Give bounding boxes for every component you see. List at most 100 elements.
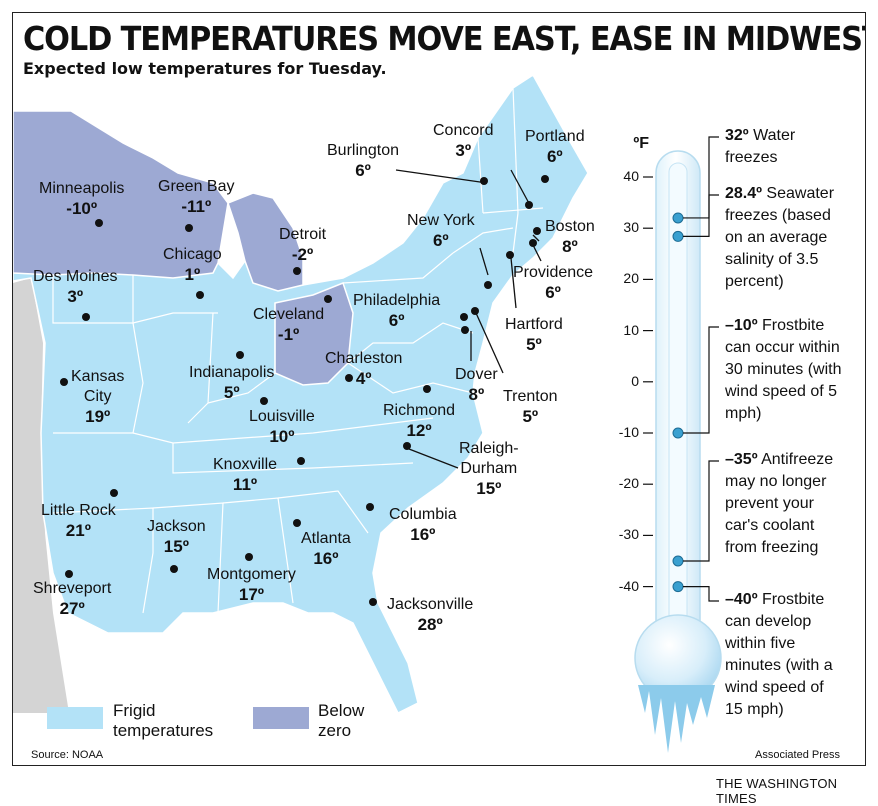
- annotation-leader: [683, 136, 719, 219]
- city-temperature: 4º: [355, 369, 372, 388]
- city-temperature: -2º: [291, 245, 314, 264]
- city-name: Concord: [433, 122, 494, 139]
- annotation-text: can develop: [725, 613, 812, 630]
- city-name: Portland: [525, 128, 585, 145]
- newspaper-credit: THE WASHINGTON TIMES: [716, 776, 838, 806]
- thermometer-annotation: 32º Water freezes: [725, 125, 865, 169]
- city-label-louisville: Louisville 10º: [249, 407, 315, 447]
- annotation-value: –40º: [725, 591, 758, 608]
- city-dot-burlington: [480, 177, 488, 185]
- annotation-text: car's coolant: [725, 517, 815, 534]
- city-temperature: 5º: [223, 383, 240, 402]
- city-dot-cleveland: [324, 295, 332, 303]
- city-dot-knoxville: [297, 457, 305, 465]
- city-temperature: -1º: [277, 325, 300, 344]
- annotation-text: may no longer: [725, 473, 827, 490]
- city-temperature: 6º: [388, 311, 405, 330]
- annotation-text: freezes: [725, 149, 778, 166]
- annotation-marker: [672, 230, 684, 242]
- tick-label: 30: [623, 219, 639, 236]
- city-dot-detroit: [293, 267, 301, 275]
- city-temperature: 6º: [545, 283, 561, 302]
- eastern-us-map: [13, 73, 589, 715]
- unit-label: ºF: [633, 135, 649, 152]
- page-title: COLD TEMPERATURES MOVE EAST, EASE IN MID…: [23, 19, 866, 58]
- city-temperature: 15º: [476, 479, 502, 498]
- annotation-text: freezes (based: [725, 207, 831, 224]
- city-label-montgomery: Montgomery 17º: [207, 565, 296, 605]
- annotation-text: Antifreeze: [757, 451, 834, 468]
- legend-swatch-frigid: [47, 707, 103, 729]
- city-name: Jacksonville: [387, 596, 474, 613]
- city-dot-new-york: [484, 281, 492, 289]
- tick-label: -20: [618, 475, 639, 492]
- city-name: Raleigh-: [459, 440, 519, 457]
- annotation-text: 15 mph): [725, 701, 784, 718]
- city-name: Knoxville: [213, 456, 278, 473]
- city-label-hartford: Hartford 5º: [505, 315, 563, 355]
- page-subtitle: Expected low temperatures for Tuesday.: [23, 59, 387, 78]
- infographic-frame: COLD TEMPERATURES MOVE EAST, EASE IN MID…: [12, 12, 866, 766]
- city-name: Hartford: [505, 316, 563, 333]
- city-label-green-bay: Green Bay -11º: [158, 177, 234, 217]
- city-dot-kansas-city: [60, 378, 68, 386]
- thermometer-annotation: 28.4º Seawater freezes (based on an averag…: [725, 183, 865, 293]
- city-temperature: 16º: [313, 549, 339, 568]
- city-temperature: 8º: [562, 237, 578, 256]
- ap-credit: Associated Press: [755, 749, 840, 761]
- city-label-boston: Boston 8º: [545, 217, 595, 257]
- annotation-text: from freezing: [725, 539, 819, 556]
- annotation-text: wind speed of: [725, 679, 824, 696]
- state-borders: [52, 87, 544, 614]
- city-label-trenton: Trenton 5º: [503, 387, 558, 427]
- city-name: Kansas: [71, 368, 125, 385]
- city-dot-dover: [461, 326, 469, 334]
- city-temperature: 27º: [59, 599, 85, 618]
- annotation-text: Frostbite: [757, 317, 825, 334]
- city-name: Shreveport: [33, 580, 112, 597]
- city-dot-little-rock: [110, 489, 118, 497]
- city-temperature: 10º: [269, 427, 295, 446]
- city-label-burlington: Burlington 6º: [327, 141, 399, 181]
- annotation-text: 30 minutes (with: [725, 361, 842, 378]
- city-dot-philadelphia: [460, 313, 468, 321]
- city-label-shreveport: Shreveport 27º: [33, 579, 111, 619]
- annotation-marker: [672, 212, 684, 224]
- city-dot-atlanta: [293, 519, 301, 527]
- city-dot-green-bay: [185, 224, 193, 232]
- tick-label: 20: [623, 270, 639, 287]
- annotation-leader: [683, 326, 719, 434]
- leader-lines: [395, 169, 542, 469]
- annotation-text: on an average: [725, 229, 828, 246]
- tick-label: 40: [623, 168, 639, 184]
- city-temperature: 6º: [546, 147, 563, 166]
- city-dot-concord: [525, 201, 533, 209]
- city-temperature: 1º: [184, 265, 201, 284]
- city-label-kansas-city: Kansas City 19º: [71, 367, 124, 427]
- thermometer-annotation: –10º Frostbite can occur within 30 minutes…: [725, 315, 865, 425]
- city-temperature: 6º: [432, 231, 449, 250]
- city-label-indianapolis: Indianapolis 5º: [189, 363, 274, 403]
- city-label-concord: Concord 3º: [433, 121, 493, 161]
- city-dot-richmond: [423, 385, 431, 393]
- city-temperature: 3º: [67, 287, 84, 306]
- city-name: Durham: [460, 460, 518, 477]
- city-temperature: 12º: [406, 421, 432, 440]
- city-temperature: 8º: [468, 385, 485, 404]
- city-label-des-moines: Des Moines 3º: [33, 267, 117, 307]
- annotation-text: wind speed of 5: [725, 383, 838, 400]
- city-dot-des-moines: [82, 313, 90, 321]
- legend-swatch-below-zero: [253, 707, 309, 729]
- city-label-new-york: New York 6º: [407, 211, 475, 251]
- annotation-value: –35º: [725, 451, 758, 468]
- city-temperature: -10º: [66, 199, 98, 218]
- city-label-philadelphia: Philadelphia 6º: [353, 291, 440, 331]
- city-name: Jackson: [147, 518, 206, 535]
- city-temperature: 16º: [410, 525, 436, 544]
- annotation-text: minutes (with a: [725, 657, 833, 674]
- city-label-raleigh-durham: Raleigh- Durham 15º: [459, 439, 519, 499]
- city-name: Little Rock: [41, 502, 116, 519]
- city-label-dover: Dover 8º: [455, 365, 498, 405]
- thermometer-annotation: –40º Frostbite can develop within five minu…: [725, 589, 865, 721]
- below-zero-upper-midwest: [13, 110, 229, 279]
